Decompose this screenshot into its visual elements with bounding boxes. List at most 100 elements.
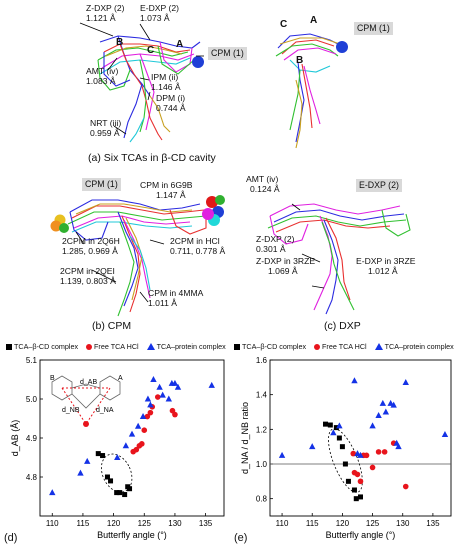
data-point-square [333, 425, 339, 431]
label-zrze: Z-DXP in 3RZE 1.069 Å [256, 256, 316, 276]
data-point-triangle [150, 376, 157, 382]
data-point-triangle [278, 451, 286, 458]
data-point-square [342, 461, 348, 467]
panel-c: AMT (iv) 0.124 Å E-DXP (2) Z-DXP (2) 0.301… [240, 170, 457, 338]
data-point-circle [402, 483, 409, 490]
inset-dna-label: d_NA [96, 407, 114, 414]
cluster-ellipse [101, 453, 133, 493]
y-axis-label: d_AB (Å) [10, 420, 20, 457]
y-tick-label: 5.1 [26, 356, 38, 365]
data-point-triangle [159, 391, 166, 398]
data-point-circle [354, 471, 361, 478]
data-point-circle [350, 450, 357, 457]
bridge-shape [71, 383, 101, 409]
panel-a: Z-DXP (2) 1.121 Å E-DXP (2) 1.073 Å CPM (1… [0, 0, 457, 170]
label-amt-c: AMT (iv) 0.124 Å [246, 174, 280, 194]
data-point-triangle [122, 442, 130, 449]
panel-letter-e: (e) [234, 532, 248, 544]
cpm-box-a2: CPM (1) [354, 22, 393, 35]
inset-schematic: B Ad_AB d_NB d_NA [50, 375, 123, 427]
n-atom [83, 421, 89, 427]
data-point-triangle [171, 379, 179, 386]
edxp-box-c: E-DXP (2) [356, 179, 402, 192]
x-axis-label: Butterfly angle (°) [97, 530, 167, 540]
y-tick-label: 4.8 [26, 473, 38, 482]
data-point-triangle [382, 408, 390, 415]
x-tick-label: 110 [46, 519, 59, 528]
data-point-square [122, 492, 128, 498]
x-tick-label: 120 [107, 519, 121, 528]
chart-e: TCA–β-CD complex Free TCA HCl TCA–protei… [230, 338, 457, 550]
chart-d-svg: 110 115 120 125 130 135 4.8 4.9 5.0 5.1 Butterfly … [10, 356, 225, 540]
label-amt: AMT (iv) 1.083 Å [86, 66, 119, 86]
data-point-square [358, 494, 363, 500]
data-point-circle [369, 464, 376, 471]
data-point-triangle [351, 377, 358, 384]
y-tick-label: 5.0 [26, 395, 38, 404]
data-point-square [339, 444, 345, 450]
data-point-circle [375, 449, 382, 455]
data-point-circle [363, 452, 370, 459]
cpm-sphere-a2 [336, 41, 348, 53]
data-point-triangle [147, 401, 154, 408]
data-point-triangle [139, 413, 147, 420]
data-point-triangle [309, 443, 316, 450]
cluster-ellipse [328, 428, 363, 493]
y-tick-label: 1.6 [256, 356, 268, 365]
data-point-triangle [375, 411, 382, 418]
data-point-circle [144, 413, 151, 420]
panel-letter-d: (d) [4, 532, 18, 544]
data-point-triangle [165, 395, 172, 402]
ring-b-label: B [116, 37, 124, 48]
data-point-square [323, 421, 329, 427]
sphere-green-b [59, 223, 69, 233]
data-point-triangle [114, 454, 121, 460]
caption-c: (c) DXP [324, 320, 361, 332]
y-axis-label: d_NA / d_NB ratio [240, 402, 250, 474]
inset-dnb-label: d_NB [62, 407, 80, 414]
data-point-triangle [128, 430, 136, 437]
dnb-line [61, 387, 87, 425]
cpm-box-b: CPM (1) [82, 178, 121, 191]
data-point-square [127, 486, 133, 492]
x-tick-label: 115 [306, 519, 319, 528]
ring-c-label-2: C [280, 19, 288, 30]
label-zdxp-c: Z-DXP (2) 0.301 Å [256, 234, 295, 254]
label-2qei: 2CPM in 2QEI 1.139, 0.803 Å [60, 266, 116, 286]
data-point-circle [154, 394, 161, 400]
data-point-triangle [330, 429, 337, 436]
data-point-square [117, 490, 123, 496]
sphere-orange-b [50, 220, 62, 232]
data-point-square [353, 496, 359, 502]
label-ipm: IPM (ii) 1.146 Å [151, 72, 181, 92]
x-tick-label: 135 [426, 519, 440, 528]
x-tick-label: 125 [138, 519, 152, 528]
x-tick-label: 110 [276, 519, 289, 528]
plot-frame [39, 359, 225, 517]
plot-frame [269, 359, 452, 517]
data-point-circle [133, 446, 140, 453]
legend-e: TCA–β-CD complex Free TCA HCl TCA–protei… [234, 342, 457, 351]
ring-a-label-2: A [310, 15, 318, 26]
data-point-circle [141, 427, 148, 433]
data-point-square [108, 478, 114, 484]
data-point-triangle [84, 457, 91, 464]
cpm-box-a: CPM (1) [208, 47, 247, 60]
data-point-triangle [441, 431, 449, 438]
data-point-triangle [134, 422, 142, 429]
data-point-square [345, 478, 351, 484]
x-tick-label: 115 [77, 519, 90, 528]
tca-overlay-right [275, 33, 343, 149]
sphere-red-b [206, 196, 218, 208]
data-point-square [104, 474, 110, 480]
y-tick-label: 1.2 [256, 425, 268, 434]
label-edxp: E-DXP (2) 1.073 Å [140, 3, 179, 23]
x-tick-label: 125 [366, 519, 380, 528]
data-point-square [95, 451, 101, 457]
inset-b-label: B [50, 375, 55, 382]
caption-b: (b) CPM [92, 320, 132, 332]
panel-b: CPM (1) CPM in 6G9B 1.147 Å 2CPM in 2Q6H 1… [0, 170, 240, 338]
x-axis-label: Butterfly angle (°) [326, 530, 396, 540]
data-point-triangle [357, 451, 364, 458]
legend-triangle-icon-e [374, 343, 383, 350]
